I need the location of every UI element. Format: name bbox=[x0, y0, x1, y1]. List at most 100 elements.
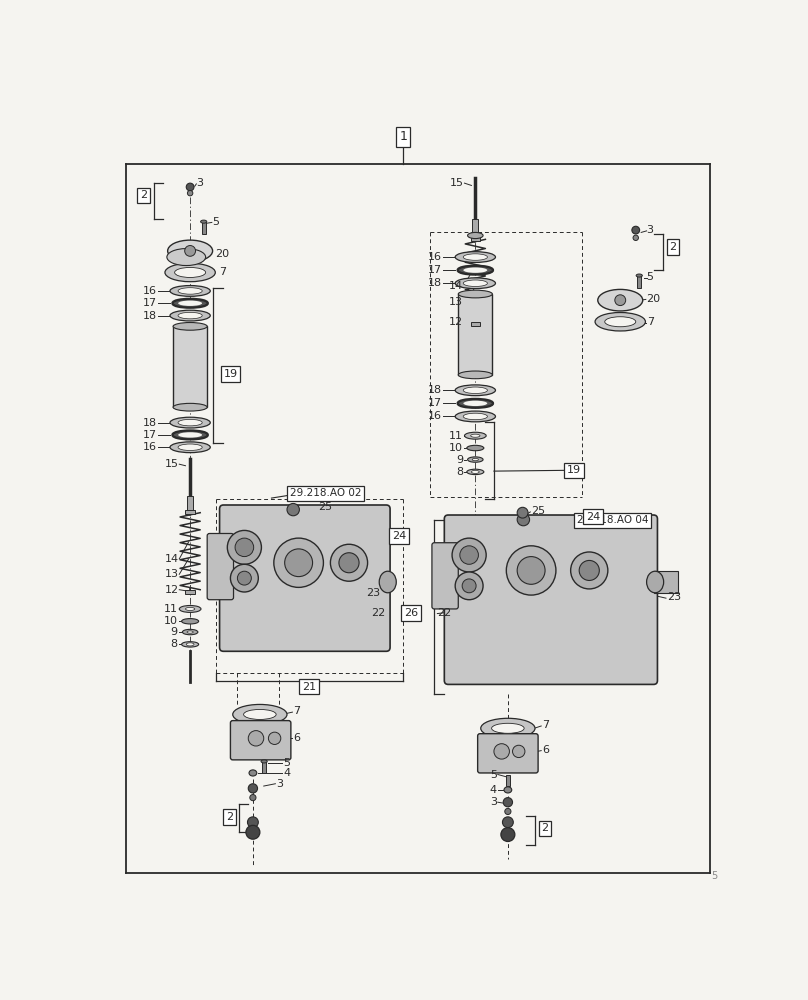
Text: 11: 11 bbox=[164, 604, 178, 614]
Text: 3: 3 bbox=[490, 797, 497, 807]
Ellipse shape bbox=[187, 631, 193, 633]
Circle shape bbox=[187, 190, 193, 196]
Ellipse shape bbox=[471, 434, 480, 437]
Text: 6: 6 bbox=[542, 745, 549, 755]
Ellipse shape bbox=[179, 301, 202, 306]
Ellipse shape bbox=[458, 266, 492, 274]
Circle shape bbox=[185, 246, 196, 256]
Ellipse shape bbox=[463, 280, 487, 286]
Circle shape bbox=[227, 530, 262, 564]
Circle shape bbox=[248, 731, 263, 746]
Text: 2: 2 bbox=[541, 823, 549, 833]
Bar bbox=[186, 510, 195, 514]
Text: 4: 4 bbox=[283, 768, 290, 778]
Ellipse shape bbox=[458, 290, 492, 298]
Ellipse shape bbox=[463, 254, 487, 260]
Text: 5: 5 bbox=[283, 758, 290, 768]
Ellipse shape bbox=[598, 289, 642, 311]
FancyBboxPatch shape bbox=[432, 543, 458, 609]
Ellipse shape bbox=[467, 469, 484, 475]
Text: 17: 17 bbox=[143, 430, 157, 440]
Circle shape bbox=[274, 538, 323, 587]
Circle shape bbox=[246, 825, 260, 839]
Ellipse shape bbox=[167, 249, 205, 266]
Text: 8: 8 bbox=[456, 467, 463, 477]
Circle shape bbox=[452, 538, 486, 572]
Ellipse shape bbox=[170, 286, 210, 296]
Circle shape bbox=[517, 513, 529, 526]
Ellipse shape bbox=[463, 413, 487, 420]
Text: 8: 8 bbox=[170, 639, 178, 649]
Ellipse shape bbox=[458, 400, 492, 407]
Text: 20: 20 bbox=[215, 249, 229, 259]
Text: 25: 25 bbox=[531, 506, 545, 516]
Circle shape bbox=[505, 808, 511, 815]
Ellipse shape bbox=[636, 274, 642, 277]
Text: 16: 16 bbox=[143, 286, 157, 296]
Text: 16: 16 bbox=[143, 442, 157, 452]
Text: 3: 3 bbox=[276, 779, 283, 789]
Text: 29.218.AO 04: 29.218.AO 04 bbox=[577, 515, 648, 525]
Bar bbox=[472, 219, 478, 235]
Ellipse shape bbox=[173, 403, 207, 411]
Circle shape bbox=[235, 538, 254, 557]
Circle shape bbox=[517, 507, 528, 518]
Circle shape bbox=[339, 553, 359, 573]
Ellipse shape bbox=[167, 240, 213, 262]
Ellipse shape bbox=[200, 220, 207, 223]
Ellipse shape bbox=[455, 278, 495, 289]
Text: 7: 7 bbox=[646, 317, 654, 327]
Text: 16: 16 bbox=[428, 411, 442, 421]
Ellipse shape bbox=[182, 642, 199, 647]
Text: 16: 16 bbox=[428, 252, 442, 262]
Text: 2: 2 bbox=[226, 812, 234, 822]
Ellipse shape bbox=[455, 385, 495, 396]
Text: 18: 18 bbox=[428, 385, 442, 395]
Ellipse shape bbox=[455, 252, 495, 262]
Ellipse shape bbox=[604, 317, 636, 327]
Text: 19: 19 bbox=[223, 369, 238, 379]
Text: 14: 14 bbox=[448, 281, 463, 291]
Text: 2: 2 bbox=[669, 242, 676, 252]
Text: 22: 22 bbox=[371, 608, 385, 618]
Ellipse shape bbox=[465, 432, 486, 439]
Circle shape bbox=[460, 546, 478, 564]
Text: 24: 24 bbox=[586, 512, 600, 522]
Text: 12: 12 bbox=[164, 585, 179, 595]
Text: 12: 12 bbox=[448, 317, 463, 327]
Ellipse shape bbox=[261, 760, 267, 763]
Text: 5: 5 bbox=[490, 770, 497, 780]
Text: 19: 19 bbox=[566, 465, 581, 475]
Bar bbox=[202, 222, 205, 234]
FancyBboxPatch shape bbox=[444, 515, 658, 684]
Bar bbox=[263, 761, 266, 773]
Bar bbox=[173, 326, 207, 407]
Bar bbox=[638, 276, 642, 288]
Text: 9: 9 bbox=[170, 627, 178, 637]
Ellipse shape bbox=[173, 431, 207, 439]
Ellipse shape bbox=[646, 571, 663, 593]
Ellipse shape bbox=[464, 267, 487, 273]
Ellipse shape bbox=[170, 310, 210, 321]
Ellipse shape bbox=[233, 704, 287, 724]
Text: 15: 15 bbox=[165, 459, 179, 469]
Text: 17: 17 bbox=[143, 298, 157, 308]
Circle shape bbox=[230, 564, 259, 592]
Text: 13: 13 bbox=[449, 297, 463, 307]
Text: 18: 18 bbox=[428, 278, 442, 288]
Ellipse shape bbox=[178, 312, 202, 319]
Text: 3: 3 bbox=[646, 225, 654, 235]
Ellipse shape bbox=[170, 417, 210, 428]
Text: 5: 5 bbox=[646, 272, 654, 282]
Circle shape bbox=[579, 560, 600, 580]
Circle shape bbox=[330, 544, 368, 581]
Ellipse shape bbox=[182, 619, 199, 624]
Circle shape bbox=[462, 579, 476, 593]
Circle shape bbox=[517, 557, 545, 584]
Ellipse shape bbox=[455, 411, 495, 422]
Text: 11: 11 bbox=[449, 431, 463, 441]
FancyBboxPatch shape bbox=[478, 734, 538, 773]
Ellipse shape bbox=[491, 723, 524, 733]
Ellipse shape bbox=[504, 787, 511, 793]
Text: 17: 17 bbox=[428, 265, 442, 275]
